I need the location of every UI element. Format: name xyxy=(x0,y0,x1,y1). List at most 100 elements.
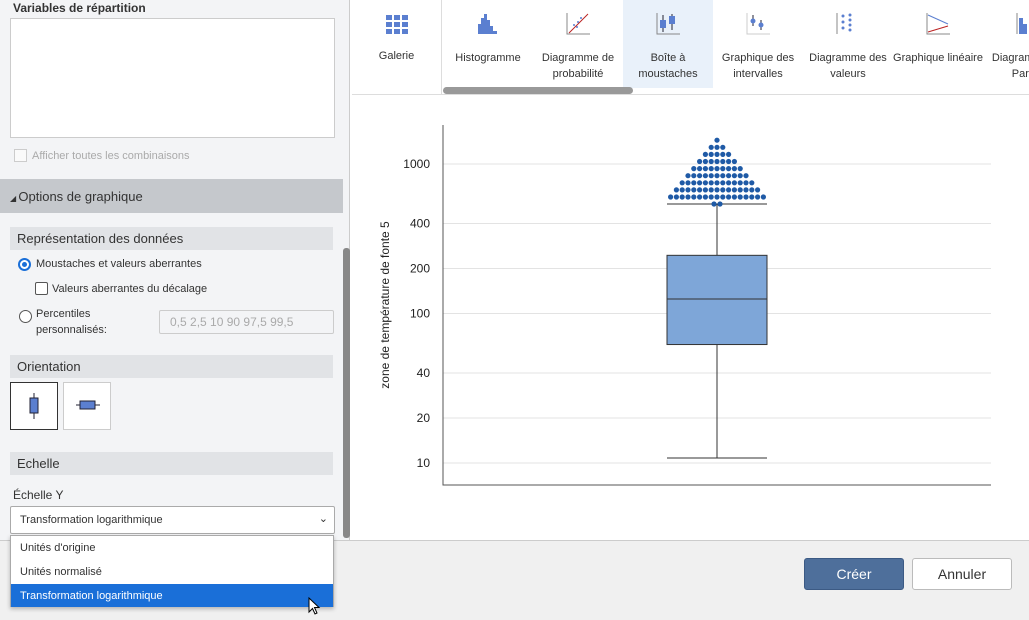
create-button[interactable]: Créer xyxy=(804,558,904,590)
outlier-point xyxy=(711,201,717,207)
tool-probability-plot[interactable]: Diagramme de probabilité xyxy=(533,0,623,88)
tool-histogram[interactable]: Histogramme xyxy=(443,0,533,88)
cancel-button[interactable]: Annuler xyxy=(912,558,1012,590)
interval-plot-icon xyxy=(746,13,770,35)
outlier-point xyxy=(714,187,720,193)
outlier-point xyxy=(726,187,732,193)
outlier-point xyxy=(714,144,720,150)
percentiles-input[interactable]: 0,5 2,5 10 90 97,5 99,5 xyxy=(159,310,334,334)
outlier-point xyxy=(720,180,726,186)
outlier-point xyxy=(708,187,714,193)
outlier-point xyxy=(702,194,708,200)
y-tick-label: 40 xyxy=(417,366,431,380)
outlier-point xyxy=(673,187,679,193)
boxplot-icon xyxy=(656,13,680,35)
outlier-point xyxy=(743,180,749,186)
outlier-point xyxy=(685,180,691,186)
chevron-down-icon: ⌄ xyxy=(318,513,328,525)
outlier-point xyxy=(691,173,697,179)
tool-label: Boîte à moustaches xyxy=(638,52,698,80)
horizontal-orientation-button[interactable] xyxy=(63,382,111,430)
horizontal-box-icon xyxy=(76,400,100,410)
outlier-point xyxy=(726,173,732,179)
outlier-point xyxy=(697,166,703,172)
outlier-point xyxy=(720,173,726,179)
outlier-point xyxy=(737,194,743,200)
tool-boxplot[interactable]: Boîte à moustaches xyxy=(623,0,713,88)
outlier-point xyxy=(731,166,737,172)
tool-label: Graphique des intervalles xyxy=(721,52,795,80)
offset-outliers-checkbox[interactable] xyxy=(35,282,48,295)
individual-value-plot-icon xyxy=(836,13,852,34)
outlier-point xyxy=(755,187,761,193)
outlier-point xyxy=(714,166,720,172)
y-tick-label: 1000 xyxy=(403,157,430,171)
tool-label: Graphique linéaire xyxy=(893,52,983,64)
tool-pareto-chart[interactable]: Diagramme de Pareto xyxy=(983,0,1029,88)
outlier-point xyxy=(685,173,691,179)
outlier-point xyxy=(726,166,732,172)
gallery-label: Galerie xyxy=(378,50,415,62)
outlier-point xyxy=(737,180,743,186)
outlier-point xyxy=(714,151,720,157)
vertical-box-icon xyxy=(29,393,39,419)
y-scale-selected: Transformation logarithmique xyxy=(20,514,163,526)
mouse-cursor-icon xyxy=(308,597,321,615)
outlier-point xyxy=(731,158,737,165)
outlier-point xyxy=(691,194,697,200)
graph-options-header[interactable]: ◢ Options de graphique xyxy=(0,179,343,213)
offset-outliers-label: Valeurs aberrantes du décalage xyxy=(52,283,208,295)
toolbar-scrollbar[interactable] xyxy=(443,87,633,94)
pareto-chart-icon xyxy=(1016,13,1027,34)
outlier-point xyxy=(731,173,737,179)
axes xyxy=(442,125,991,486)
outlier-point xyxy=(702,180,708,186)
split-vars-list[interactable] xyxy=(10,18,335,138)
data-repr-header: Représentation des données xyxy=(10,227,333,250)
tool-individual-value-plot[interactable]: Diagramme des valeurs xyxy=(803,0,893,88)
outlier-point xyxy=(720,166,726,172)
outlier-point xyxy=(743,194,749,200)
outlier-point xyxy=(714,173,720,179)
gallery-button[interactable]: Galerie xyxy=(352,0,442,95)
outlier-point xyxy=(708,158,714,165)
y-tick-label: 200 xyxy=(410,261,430,275)
vertical-orientation-button[interactable] xyxy=(10,382,58,430)
tool-interval-plot[interactable]: Graphique des intervalles xyxy=(713,0,803,88)
left-scrollbar[interactable] xyxy=(343,248,350,538)
outlier-point xyxy=(726,158,732,165)
outlier-point xyxy=(720,158,726,165)
outlier-point xyxy=(720,151,726,157)
dropdown-option[interactable]: Unités d'origine xyxy=(20,542,96,554)
outlier-point xyxy=(679,187,685,193)
dropdown-option[interactable]: Unités normalisé xyxy=(20,566,102,578)
outlier-point xyxy=(685,194,691,200)
tool-line-plot[interactable]: Graphique linéaire xyxy=(893,0,983,88)
tool-label: Diagramme de probabilité xyxy=(541,52,615,80)
dropdown-option-selected[interactable]: Transformation logarithmique xyxy=(11,584,333,607)
outlier-point xyxy=(714,158,720,165)
outlier-point xyxy=(720,194,726,200)
tool-label: Histogramme xyxy=(455,52,521,64)
box xyxy=(666,254,768,346)
radio-percentiles[interactable] xyxy=(19,310,32,323)
graph-options-title: Options de graphique xyxy=(18,189,143,204)
histogram-icon xyxy=(478,14,497,34)
y-scale-select[interactable]: Transformation logarithmique ⌄ xyxy=(10,506,335,534)
outlier-point xyxy=(702,158,708,165)
outlier-point xyxy=(685,187,691,193)
show-all-combos-checkbox[interactable] xyxy=(14,149,27,162)
outlier-point xyxy=(697,187,703,193)
radio-percentiles-label: Percentiles personnalisés: xyxy=(36,308,107,336)
y-scale-dropdown: Unités d'origine Unités normalisé Transf… xyxy=(10,535,334,607)
outlier-point xyxy=(673,194,679,200)
outlier-point xyxy=(749,194,755,200)
outlier-point xyxy=(702,187,708,193)
outlier-point xyxy=(679,194,685,200)
radio-whiskers[interactable] xyxy=(18,258,31,271)
outlier-point xyxy=(708,151,714,157)
outlier-point xyxy=(691,166,697,172)
outlier-point xyxy=(731,180,737,186)
tool-label: Diagramme de Pareto xyxy=(991,52,1029,80)
grid-icon xyxy=(386,15,408,34)
